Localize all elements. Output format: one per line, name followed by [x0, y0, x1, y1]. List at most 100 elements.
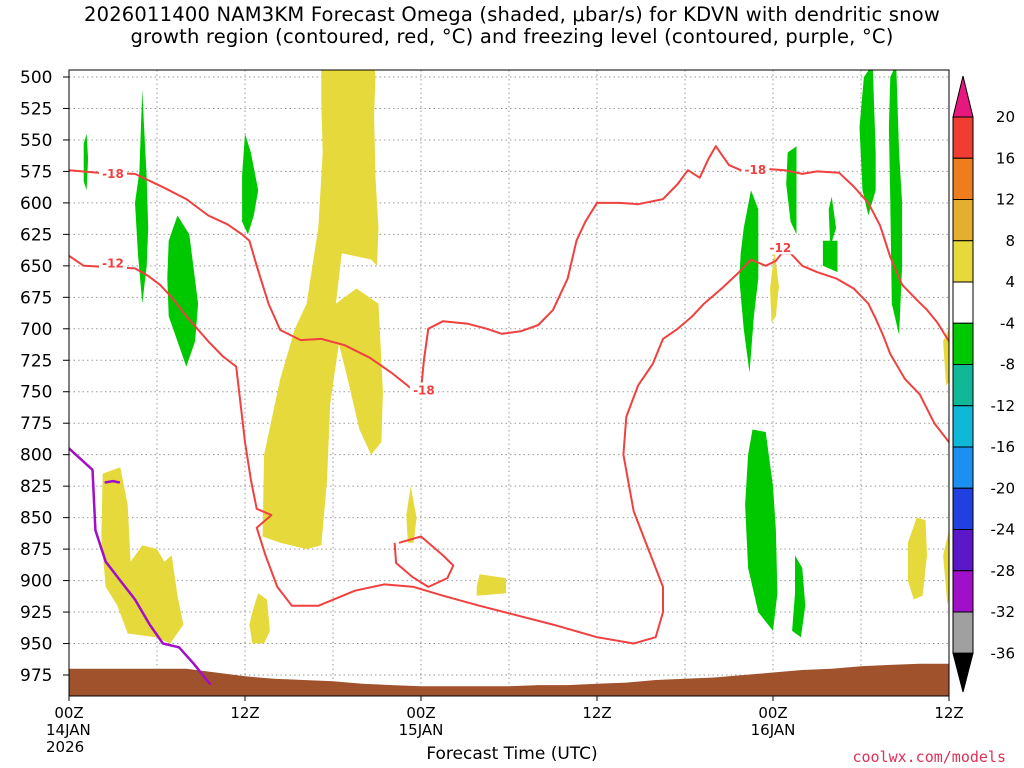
colorbar-bin [952, 446, 974, 489]
colorbar-tick-label: -20 [991, 479, 1016, 497]
contour-label: -18 [413, 383, 435, 397]
colorbar-tick-label: -24 [991, 521, 1016, 539]
x-tick-label: 12Z [582, 704, 611, 722]
colorbar-bin [952, 570, 974, 613]
colorbar-tick-label: -8 [1000, 356, 1015, 374]
x-tick-label: 15JAN [399, 721, 444, 739]
omega-region-rising [83, 133, 89, 191]
chart-title: 2026011400 NAM3KM Forecast Omega (shaded… [0, 4, 1024, 48]
colorbar-bin [952, 322, 974, 365]
colorbar-tick-label: 16 [996, 149, 1015, 167]
x-tick-label: 00Z [758, 704, 787, 722]
contour-label-bg [409, 382, 438, 397]
colorbar-tick-label: -28 [991, 562, 1016, 580]
omega-region-rising [242, 133, 259, 235]
colorbar-tick-label: -36 [991, 644, 1016, 662]
dgz-contour-line [69, 252, 949, 645]
contour-label: -12 [102, 256, 124, 270]
omega-region-rising [786, 146, 797, 235]
y-tick-label: 875 [20, 540, 52, 560]
contour-label-bg [766, 240, 795, 255]
contour-labels: -18 -12 -18 -18 -12 [99, 162, 795, 397]
credit-link[interactable]: coolwx.com/models [852, 748, 1006, 766]
omega-shading [83, 70, 949, 644]
y-tick-label: 625 [20, 225, 52, 245]
contour-label: -18 [745, 163, 767, 177]
omega-region-sinking [249, 593, 270, 644]
colorbar-bin [952, 157, 974, 200]
contour-label-bg [99, 255, 127, 270]
y-tick-label: 600 [20, 194, 52, 214]
y-tick-label: 925 [20, 603, 52, 623]
y-tick-label: 650 [20, 257, 52, 277]
omega-region-rising [859, 70, 876, 216]
omega-region-rising [167, 215, 199, 367]
freezing-level-contour [104, 479, 121, 484]
dgz-contour-line [69, 169, 415, 392]
dgz-contour-line [420, 145, 949, 391]
colorbar-bin [952, 529, 974, 572]
colorbar-tick-label: 4 [1005, 273, 1015, 291]
plot-frame [68, 69, 950, 697]
omega-region-sinking [262, 70, 383, 550]
colorbar-bin [952, 240, 974, 283]
axes: 500 525 550 575 600 625 650 675 700 725 750 775 800 8… [20, 68, 964, 756]
omega-region-rising [745, 429, 778, 631]
omega-region-sinking [943, 328, 949, 386]
omega-region-sinking [476, 574, 507, 596]
colorbar-bin [952, 487, 974, 530]
colorbar-bin [952, 281, 974, 324]
colorbar-top-arrow [952, 75, 974, 118]
title-line-1: 2026011400 NAM3KM Forecast Omega (shaded… [83, 3, 940, 26]
contour-label-bg [99, 165, 127, 180]
colorbar-tick-label: -4 [1000, 314, 1015, 332]
omega-region-rising [822, 240, 838, 273]
terrain-fill [69, 663, 949, 696]
y-tick-label: 775 [20, 414, 52, 434]
colorbar-bin [952, 611, 974, 654]
colorbar-tick-label: 12 [996, 191, 1015, 209]
contours [69, 145, 949, 686]
omega-region-rising [828, 196, 837, 247]
y-tick-label: 950 [20, 635, 52, 655]
colorbar-bottom-arrow [952, 652, 974, 693]
freezing-level-contour [69, 447, 212, 686]
omega-region-sinking [406, 486, 417, 543]
omega-region-rising [135, 89, 149, 304]
y-tick-label: 575 [20, 162, 52, 182]
x-tick-label: 12Z [934, 704, 963, 722]
y-tick-label: 500 [20, 68, 52, 88]
y-tick-label: 825 [20, 477, 52, 497]
y-tick-label: 750 [20, 383, 52, 403]
omega-region-rising [792, 555, 806, 638]
x-tick-label: 16JAN [751, 721, 796, 739]
contour-label: -12 [769, 241, 791, 255]
x-tick-label: 14JAN [46, 721, 91, 739]
x-tick-label: 00Z [54, 704, 83, 722]
colorbar-bin [952, 405, 974, 448]
y-tick-label: 700 [20, 320, 52, 340]
colorbar-bin [952, 116, 974, 159]
dgz-contour-line [393, 535, 455, 588]
omega-region-rising [888, 70, 903, 336]
x-tick-label: 2026 [46, 738, 84, 756]
omega-region-rising [739, 190, 759, 373]
colorbar: 20 16 12 8 4 -4 -8 -12 -16 -20 -24 -28 -32 -36 [952, 75, 1016, 693]
colorbar-bin [952, 199, 974, 242]
omega-region-sinking [101, 467, 184, 644]
colorbar-tick-label: 8 [1005, 232, 1015, 250]
omega-region-sinking [943, 530, 949, 606]
x-tick-label: 12Z [230, 704, 259, 722]
y-tick-label: 525 [20, 99, 52, 119]
y-tick-label: 975 [20, 666, 52, 686]
omega-region-sinking [907, 517, 927, 600]
colorbar-tick-label: -12 [991, 397, 1016, 415]
y-tick-label: 550 [20, 131, 52, 151]
colorbar-tick-label: -16 [991, 438, 1016, 456]
colorbar-tick-label: 20 [996, 108, 1015, 126]
contour-label-bg [741, 162, 770, 177]
y-tick-label: 675 [20, 288, 52, 308]
x-axis-label: Forecast Time (UTC) [426, 744, 598, 764]
y-tick-label: 800 [20, 446, 52, 466]
